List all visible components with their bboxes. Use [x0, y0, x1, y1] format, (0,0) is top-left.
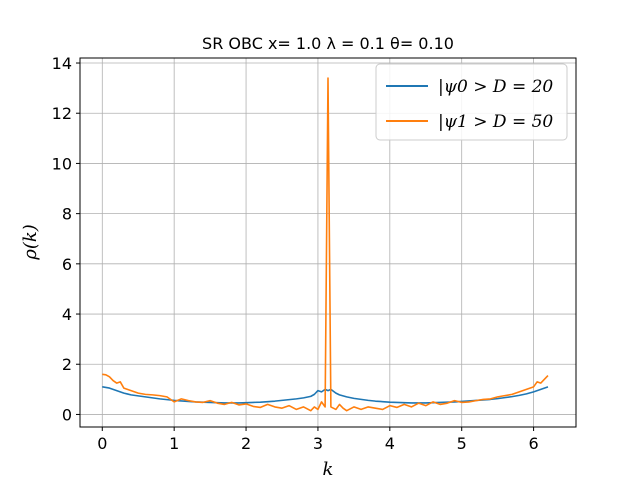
x-tick-label: 4	[385, 434, 395, 453]
y-tick-label: 4	[62, 305, 72, 324]
x-tick-label: 1	[169, 434, 179, 453]
y-axis-label: ρ(k)	[20, 224, 41, 261]
y-tick-label: 2	[62, 355, 72, 374]
y-tick-label: 14	[52, 54, 72, 73]
x-axis-ticks: 0 1 2 3 4 5 6	[97, 427, 539, 453]
y-tick-label: 12	[52, 104, 72, 123]
x-tick-label: 3	[313, 434, 323, 453]
chart-title: SR OBC x= 1.0 λ = 0.1 θ= 0.10	[202, 34, 454, 53]
series-layer	[102, 77, 549, 412]
series-line-1	[102, 77, 549, 412]
y-axis-ticks: 0 2 4 6 8 10 12 14	[52, 54, 80, 424]
y-tick-label: 10	[52, 154, 72, 173]
x-tick-label: 2	[241, 434, 251, 453]
plot-frame	[79, 57, 577, 428]
legend: |ψ0 > D = 20 |ψ1 > D = 50	[375, 63, 568, 141]
y-tick-label: 8	[62, 205, 72, 224]
legend-label-psi0: |ψ0 > D = 20	[438, 77, 553, 97]
y-tick-label: 6	[62, 255, 72, 274]
x-tick-label: 6	[528, 434, 538, 453]
legend-label-psi1: |ψ1 > D = 50	[438, 112, 553, 132]
x-axis-label: k	[323, 459, 334, 480]
x-tick-label: 0	[97, 434, 107, 453]
x-tick-label: 5	[457, 434, 467, 453]
y-tick-label: 0	[62, 405, 72, 424]
